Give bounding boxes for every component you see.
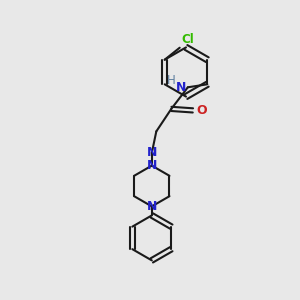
Text: N: N bbox=[147, 200, 157, 213]
Text: Cl: Cl bbox=[181, 33, 194, 46]
Text: N: N bbox=[176, 81, 186, 94]
Text: N: N bbox=[147, 159, 157, 172]
Text: N: N bbox=[147, 146, 157, 159]
Text: H: H bbox=[167, 74, 176, 87]
Text: O: O bbox=[196, 104, 207, 117]
